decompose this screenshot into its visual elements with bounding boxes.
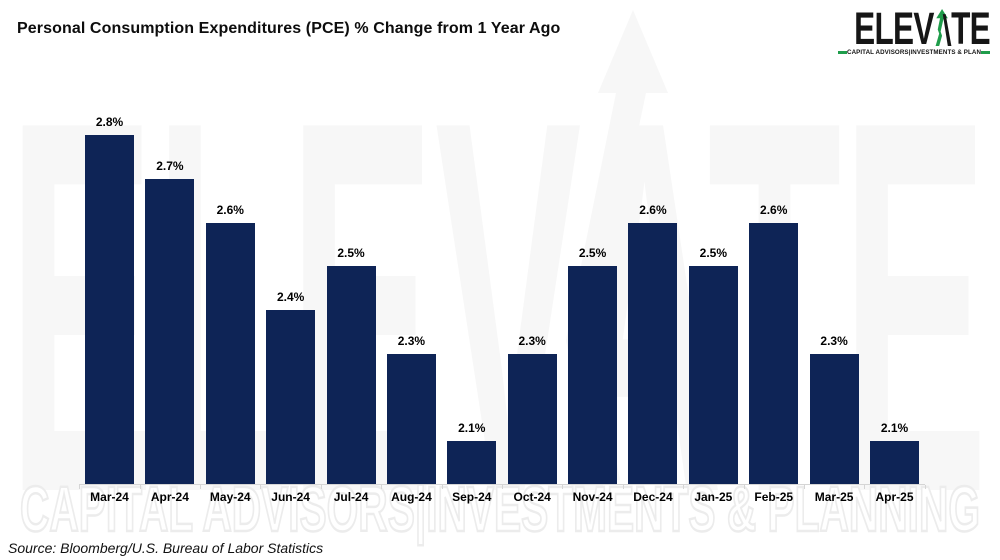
logo-word-pre: ELEV: [854, 2, 934, 54]
source-note: Source: Bloomberg/U.S. Bureau of Labor S…: [8, 540, 324, 556]
bar-Jan-25: [688, 266, 738, 485]
logo-arrow-a-icon: [935, 9, 952, 46]
x-axis-label: May-24: [209, 490, 251, 504]
logo-rule-left: [838, 51, 847, 54]
bar-value-label: 2.3%: [820, 334, 848, 348]
x-axis-label: Mar-24: [90, 490, 129, 504]
x-axis-tick: [562, 485, 564, 489]
x-axis-tick: [200, 485, 202, 489]
logo-rule-right: [981, 51, 990, 54]
bar-Mar-24: [85, 135, 134, 485]
bar-Jul-24: [326, 266, 376, 485]
bar-Mar-25: [809, 354, 859, 485]
x-axis-label: Feb-25: [754, 490, 794, 504]
x-axis-label: Mar-25: [814, 490, 854, 504]
bar-Sep-24: [447, 441, 497, 485]
x-axis-tick: [864, 485, 866, 489]
x-axis-tick: [501, 485, 503, 489]
x-axis-tick: [260, 485, 262, 489]
x-axis-label: Nov-24: [572, 490, 613, 504]
plot-area: 2.8% 2.7% 2.6% 2.4% 2.5% 2.3% 2.1% 2.3% 2.5% 2.6%…: [85, 115, 919, 485]
x-axis-label: Oct-24: [513, 490, 551, 504]
bar-value-label: 2.8%: [95, 115, 124, 129]
x-axis-label: Jun-24: [271, 490, 310, 504]
bar-Apr-25: [870, 441, 919, 485]
bar-value-label: 2.5%: [699, 246, 728, 260]
x-axis-tick: [683, 485, 685, 489]
bar-Nov-24: [568, 266, 618, 485]
x-axis-label: Apr-25: [875, 490, 914, 504]
x-axis-label: Jul-24: [333, 490, 369, 504]
bar-value-label: 2.6%: [639, 203, 667, 217]
bar-value-label: 2.4%: [276, 290, 305, 304]
bar-value-label: 2.6%: [760, 203, 788, 217]
x-axis-tick: [139, 485, 141, 489]
bar-Apr-24: [145, 179, 195, 485]
bar-Feb-25: [749, 223, 799, 485]
x-axis-label: Sep-24: [452, 490, 492, 504]
x-axis-tick: [803, 485, 805, 489]
bar-value-label: 2.1%: [458, 421, 486, 435]
x-axis-tick: [79, 485, 81, 489]
bar-Dec-24: [628, 223, 678, 485]
x-axis-line: [79, 484, 925, 485]
logo-word-post: TE: [951, 2, 991, 54]
logo-wordmark: ELEV TE: [854, 2, 991, 54]
bar-value-label: 2.5%: [337, 246, 365, 260]
x-axis-tick: [320, 485, 322, 489]
bar-value-label: 2.6%: [216, 203, 244, 217]
logo-tagline-row: CAPITAL ADVISORS|INVESTMENTS & PLANNING: [838, 49, 990, 56]
x-axis-tick: [622, 485, 624, 489]
bar-Jun-24: [266, 310, 316, 485]
watermark-arrowhead-icon: [598, 10, 668, 93]
x-axis-tick: [743, 485, 745, 489]
bar-value-label: 2.3%: [518, 334, 546, 348]
x-axis-tick: [441, 485, 443, 489]
x-axis-tick: [381, 485, 383, 489]
elevate-logo: ELEV TE CAPITAL ADVISORS|INVESTMENTS & P…: [838, 2, 991, 56]
logo-tagline: CAPITAL ADVISORS|INVESTMENTS & PLANNING: [847, 49, 981, 56]
bar-value-label: 2.5%: [578, 246, 607, 260]
x-axis-tick: [924, 485, 926, 489]
bar-value-label: 2.7%: [156, 159, 184, 173]
x-axis-label: Aug-24: [391, 490, 432, 504]
bar-May-24: [205, 223, 255, 485]
x-axis-label: Dec-24: [633, 490, 673, 504]
x-axis-label: Jan-25: [694, 490, 733, 504]
x-axis-label: Apr-24: [150, 490, 189, 504]
bar-value-label: 2.1%: [880, 421, 909, 435]
bar-Oct-24: [507, 354, 557, 485]
bar-value-label: 2.3%: [397, 334, 426, 348]
chart-title: Personal Consumption Expenditures (PCE) …: [17, 20, 561, 37]
bar-Aug-24: [386, 354, 436, 485]
